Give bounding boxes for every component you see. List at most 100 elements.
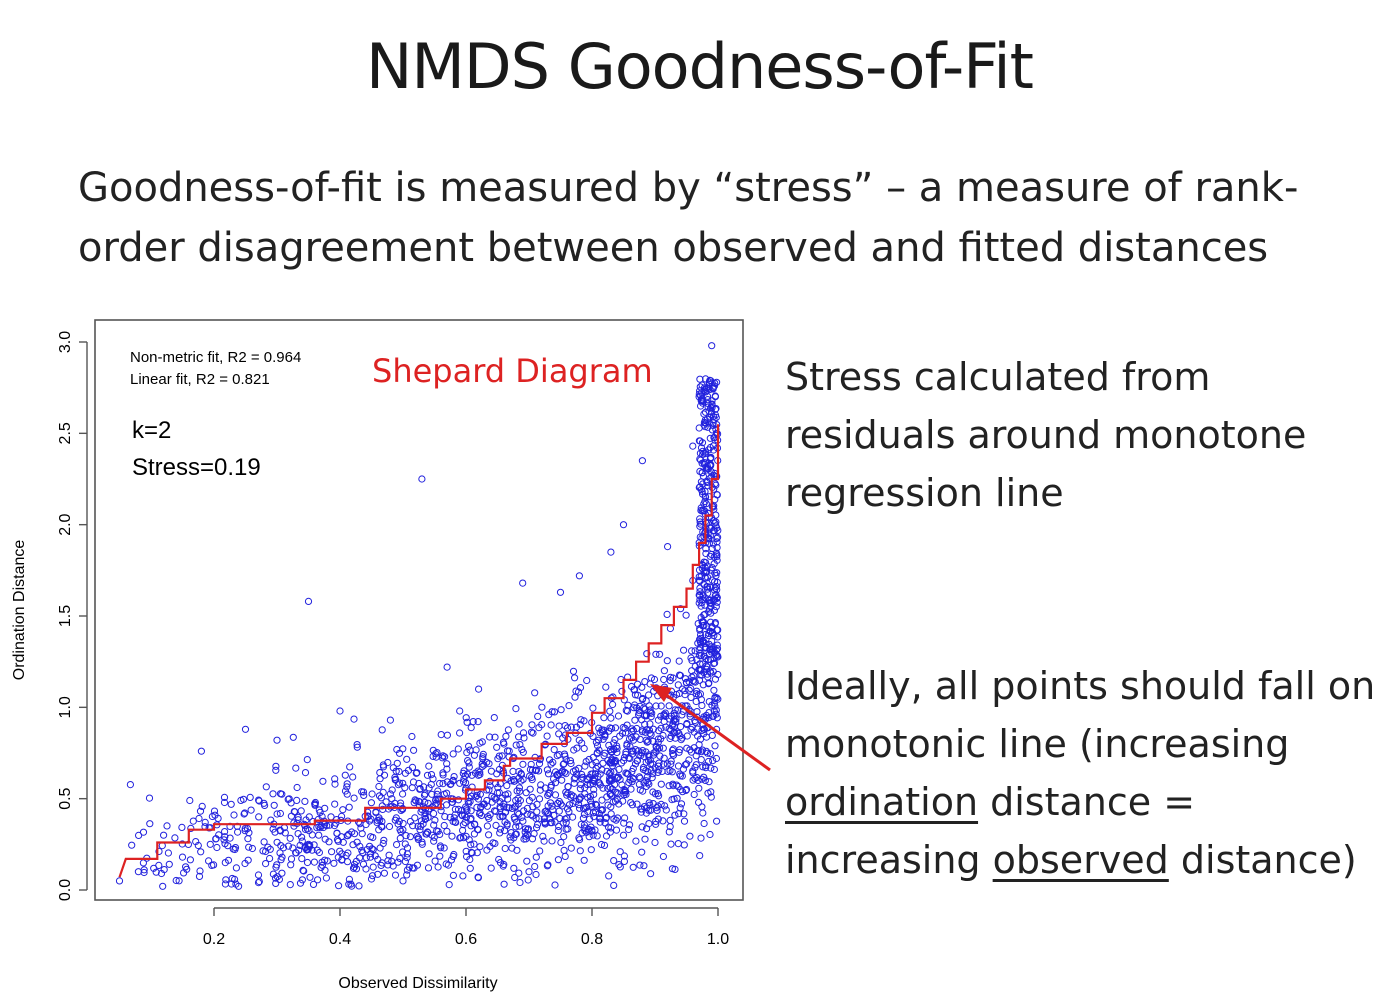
data-point (606, 828, 614, 836)
data-point (714, 533, 722, 541)
data-point (586, 780, 595, 788)
data-point (586, 815, 594, 823)
data-point (532, 870, 540, 879)
data-point (412, 797, 420, 805)
data-point (702, 747, 711, 755)
data-point (713, 538, 721, 546)
data-point (710, 707, 718, 715)
data-point (625, 754, 633, 762)
data-point (495, 855, 503, 864)
data-point (531, 689, 539, 697)
data-point (385, 851, 393, 859)
data-point (502, 732, 510, 740)
data-point (336, 847, 344, 855)
data-point (289, 733, 297, 741)
data-point (433, 827, 441, 835)
data-point (695, 393, 703, 401)
data-point (598, 766, 606, 774)
data-point (679, 765, 688, 773)
data-point (262, 847, 270, 856)
y-tick-label: 0.0 (57, 879, 74, 901)
data-point (697, 665, 705, 674)
ideal-note-observed: observed (992, 838, 1169, 882)
data-point (432, 799, 440, 807)
data-point (523, 857, 531, 865)
data-point (431, 857, 439, 865)
ideal-note: Ideally, all points should fall on monot… (785, 657, 1385, 889)
data-point (286, 881, 294, 889)
data-point (269, 870, 277, 878)
data-point (638, 823, 646, 831)
data-point (712, 754, 721, 763)
data-point (450, 814, 458, 822)
data-point (650, 675, 659, 684)
data-point (705, 698, 713, 706)
data-point (623, 770, 631, 778)
data-point (227, 800, 235, 808)
data-point (640, 752, 648, 761)
data-point (434, 863, 442, 871)
data-point (259, 847, 267, 855)
data-point (555, 797, 564, 806)
data-point (436, 779, 444, 788)
data-point (610, 857, 618, 865)
data-point (409, 778, 418, 786)
data-point (224, 856, 233, 864)
data-point (401, 784, 409, 792)
data-point (680, 817, 689, 825)
data-point (509, 776, 518, 784)
data-point (657, 800, 665, 808)
data-point (469, 718, 477, 726)
data-point (226, 834, 234, 842)
data-point (683, 760, 691, 768)
data-point (560, 833, 568, 841)
data-point (595, 809, 604, 818)
data-point (505, 804, 513, 812)
data-point (638, 695, 647, 704)
data-point (535, 767, 543, 775)
data-point (689, 776, 697, 784)
data-point (666, 677, 674, 685)
data-point (682, 611, 690, 619)
data-point (603, 767, 611, 775)
data-point (413, 861, 421, 869)
data-point (620, 786, 628, 794)
stress-note: Stress calculated from residuals around … (785, 355, 1307, 515)
ideal-note-part1: Ideally, all points should fall on monot… (785, 664, 1376, 766)
data-point (493, 743, 501, 751)
data-point (592, 808, 600, 817)
data-point (304, 597, 313, 605)
data-point (702, 500, 710, 508)
data-point (672, 715, 680, 723)
data-point (436, 852, 444, 860)
data-point (708, 731, 716, 739)
data-point (298, 837, 306, 845)
data-point (697, 602, 705, 610)
data-point (598, 796, 606, 804)
data-point (314, 876, 322, 884)
data-point (418, 475, 426, 483)
data-point (198, 802, 206, 810)
data-point (437, 731, 445, 739)
data-point (461, 818, 469, 827)
data-point (613, 742, 621, 750)
data-point (532, 814, 540, 823)
data-point (128, 841, 136, 849)
data-point (230, 811, 238, 819)
data-point (262, 860, 270, 868)
data-point (350, 830, 359, 838)
data-point (695, 784, 703, 792)
data-point (656, 650, 664, 658)
data-point (511, 873, 519, 882)
data-point (457, 833, 465, 842)
data-point (403, 854, 411, 862)
data-point (554, 827, 562, 835)
data-point (379, 839, 387, 848)
data-point (441, 813, 449, 821)
stress-annotation: Stress=0.19 (132, 454, 261, 481)
data-point (663, 610, 671, 618)
data-point (465, 763, 473, 771)
data-point (607, 810, 615, 818)
data-point (504, 726, 512, 734)
data-point (292, 764, 300, 772)
